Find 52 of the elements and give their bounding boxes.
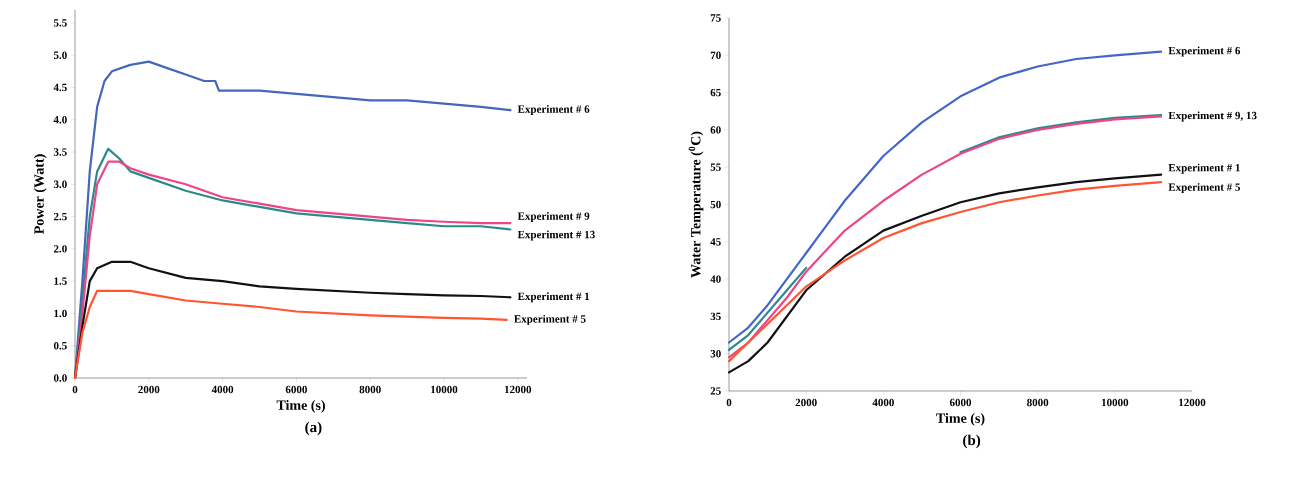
- y-tick-label: 50: [710, 200, 721, 209]
- series-label: Experiment # 13: [517, 230, 595, 241]
- y-axis-title: Power (Watt): [33, 154, 47, 234]
- x-tick-label: 6000: [949, 398, 972, 407]
- y-tick-label: 60: [710, 126, 721, 134]
- x-axis-title: Time (s): [936, 413, 985, 426]
- y-tick-label: 70: [710, 51, 721, 60]
- x-tick-label: 2000: [795, 398, 817, 407]
- y-tick-label: 45: [710, 238, 721, 246]
- text: (a): [305, 421, 322, 436]
- y-tick-label: 25: [710, 387, 721, 395]
- x-tick-label: 4000: [872, 398, 894, 407]
- series-label: Experiment # 9: [517, 212, 590, 223]
- x-tick-label: 8000: [359, 385, 381, 394]
- x-tick-label: 0: [72, 385, 78, 394]
- y-tick-label: 55: [710, 163, 721, 171]
- series-label: Experiment # 1: [1168, 163, 1240, 174]
- y-tick-label: 75: [710, 14, 721, 22]
- y-tick-label: 0.5: [53, 341, 67, 350]
- y-tick-label: 2.0: [53, 245, 67, 253]
- y-tick-label: 1.5: [54, 277, 67, 285]
- y-tick-label: 65: [710, 88, 721, 97]
- x-tick-label: 8000: [1027, 398, 1049, 407]
- x-tick-label: 12000: [504, 385, 532, 394]
- x-tick-label: 0: [726, 398, 732, 407]
- x-tick-label: 2000: [138, 385, 160, 394]
- y-tick-label: 5.5: [53, 19, 67, 27]
- x-tick-label: 4000: [211, 385, 234, 394]
- text: (b): [963, 434, 981, 449]
- y-tick-label: 35: [710, 312, 721, 321]
- y-axis-title: Water Temperature ($^{0}$C): [688, 131, 704, 278]
- x-tick-label: 10000: [1101, 398, 1129, 407]
- y-tick-label: 0.0: [53, 374, 67, 382]
- y-tick-label: 5.0: [53, 51, 67, 59]
- y-tick-label: 3.0: [53, 180, 67, 189]
- y-tick-label: 1.0: [54, 309, 67, 318]
- series-label: Experiment # 6: [517, 105, 590, 116]
- y-tick-label: 30: [710, 349, 721, 358]
- series-label: Experiment # 5: [514, 314, 586, 325]
- series-label: Experiment # 5: [1168, 183, 1241, 194]
- x-axis-title: Time (s): [276, 400, 325, 413]
- series-label: Experiment # 6: [1168, 46, 1241, 57]
- y-tick-label: 4.5: [53, 83, 67, 92]
- y-tick-label: 2.5: [53, 212, 67, 221]
- series-label: Experiment # 9, 13: [1168, 111, 1257, 122]
- series-label: Experiment # 1: [517, 292, 590, 303]
- x-tick-label: 10000: [431, 385, 458, 394]
- y-tick-label: 4.0: [53, 116, 67, 124]
- y-tick-label: 3.5: [53, 148, 67, 156]
- x-tick-label: 6000: [285, 385, 307, 394]
- x-tick-label: 12000: [1179, 398, 1206, 407]
- y-tick-label: 40: [710, 275, 721, 283]
